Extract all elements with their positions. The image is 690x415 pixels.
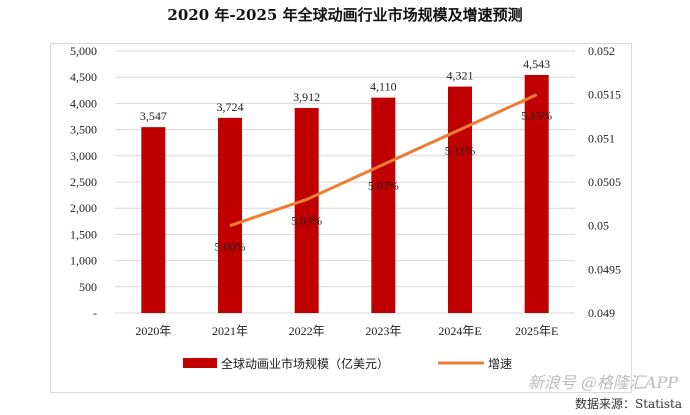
x-tick-label: 2025年E <box>515 324 558 338</box>
line-value-label: 5.11% <box>445 144 476 158</box>
watermark: 新浪号 @格隆汇APP <box>527 373 678 392</box>
line-value-label: 5.03% <box>291 213 322 227</box>
right-tick-label: 0.0505 <box>588 175 621 189</box>
left-tick-label: 500 <box>79 280 97 294</box>
legend-bar-label: 全球动画业市场规模（亿美元） <box>221 356 389 371</box>
source-note: 数据来源：Statista <box>575 397 682 411</box>
left-tick-label: 3,000 <box>70 149 97 163</box>
right-tick-label: 0.0495 <box>588 262 621 276</box>
left-tick-label: 2,500 <box>70 175 97 189</box>
right-tick-label: 0.051 <box>588 131 615 145</box>
bar-value-label: 4,321 <box>447 69 474 83</box>
bar-value-label: 4,543 <box>523 57 550 71</box>
left-tick-label: - <box>93 306 97 320</box>
chart-title: 2020 年-2025 年全球动画行业市场规模及增速预测 <box>167 6 523 24</box>
left-tick-label: 1,500 <box>70 227 97 241</box>
bar <box>141 127 166 313</box>
x-tick-label: 2024年E <box>438 324 481 338</box>
x-tick-label: 2023年 <box>365 324 401 338</box>
x-tick-label: 2022年 <box>289 324 325 338</box>
growth-line <box>229 93 538 228</box>
line-value-label: 5.00% <box>215 240 246 254</box>
bar-value-label: 3,724 <box>217 100 244 114</box>
left-tick-label: 5,000 <box>70 44 97 58</box>
right-tick-label: 0.052 <box>588 44 615 58</box>
right-tick-label: 0.0515 <box>588 88 621 102</box>
bar-value-label: 3,912 <box>293 90 320 104</box>
x-tick-label: 2020年 <box>135 324 171 338</box>
bar <box>524 74 549 313</box>
line-value-label: 5.15% <box>521 109 552 123</box>
x-tick-label: 2021年 <box>212 324 248 338</box>
legend-bar-swatch <box>183 358 217 368</box>
bar <box>448 86 472 314</box>
bar-value-label: 3,547 <box>140 109 167 123</box>
legend-line-label: 增速 <box>488 357 512 371</box>
left-tick-label: 3,500 <box>70 123 97 137</box>
bar <box>371 97 396 313</box>
left-tick-label: 2,000 <box>70 201 97 215</box>
left-tick-label: 1,000 <box>70 254 97 268</box>
left-tick-label: 4,500 <box>70 70 97 84</box>
bar-value-label: 4,110 <box>370 80 397 94</box>
left-tick-label: 4,000 <box>70 96 97 110</box>
chart-frame <box>50 43 632 393</box>
right-tick-label: 0.049 <box>588 306 615 320</box>
line-value-label: 5.07% <box>368 179 399 193</box>
right-tick-label: 0.05 <box>588 219 609 233</box>
bar <box>294 108 319 313</box>
bar <box>218 117 242 313</box>
